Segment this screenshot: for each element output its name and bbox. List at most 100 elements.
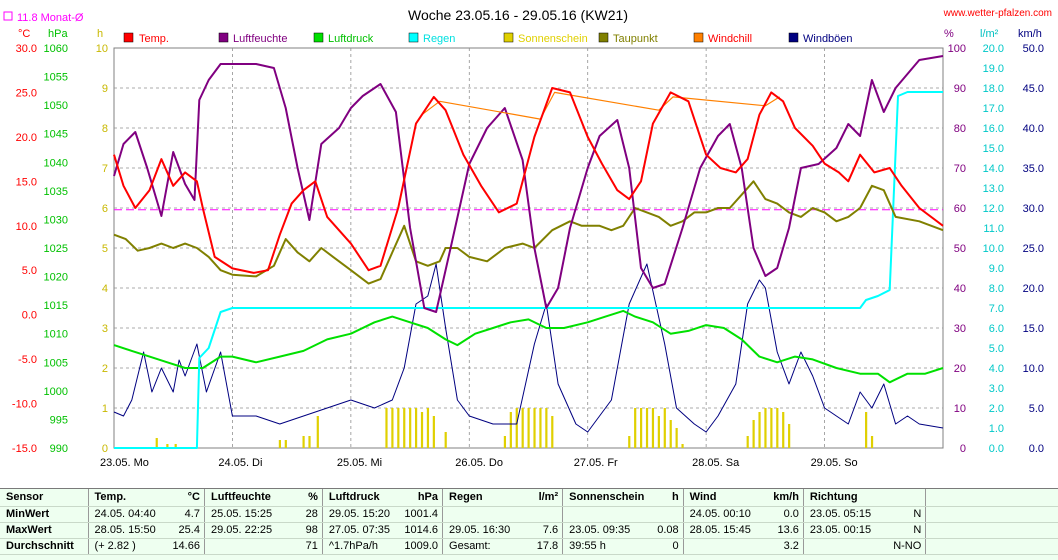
- stats-header-sensor: Sensor: [0, 489, 89, 507]
- sunshine-tick-label: 7: [102, 163, 108, 175]
- stats-cell: ^1.7hPa/h: [322, 538, 405, 555]
- chart-svg: Woche 23.05.16 - 29.05.16 (KW21) www.wet…: [3, 7, 1052, 469]
- stats-filler: [925, 489, 1058, 507]
- stats-cell: 27.05. 07:35: [322, 522, 405, 539]
- pressure-tick-label: 1055: [44, 72, 68, 84]
- stats-cell: 0.0: [769, 506, 804, 523]
- stats-header-press: Luftdruck: [322, 489, 405, 507]
- stats-header-hum-unit: %: [286, 489, 323, 507]
- rain-tick-label: 2.0: [989, 403, 1004, 415]
- x-tick-label: 26.05. Do: [455, 457, 503, 469]
- stats-header-hum: Luftfeuchte: [204, 489, 287, 507]
- wind-tick-label: 35.0: [1023, 163, 1044, 175]
- legend-pressure: Luftdruck: [328, 33, 374, 45]
- dewpoint-line: [113, 180, 944, 285]
- pressure-tick-label: 1025: [44, 243, 68, 255]
- pressure-line: [113, 309, 944, 384]
- temp-tick-label: -10.0: [12, 399, 37, 411]
- stats-header-sun-unit: h: [652, 489, 684, 507]
- sunshine-bar: [788, 424, 791, 448]
- rain-tick-label: 10.0: [983, 243, 1004, 255]
- stats-row-avg: Durchschnitt (+ 2.82 ) 14.66 71 ^1.7hPa/…: [0, 538, 1058, 555]
- unit-wind: km/h: [1018, 28, 1042, 40]
- sunshine-bar: [657, 416, 660, 448]
- humidity-tick-label: 100: [948, 43, 966, 55]
- sunshine-bar: [316, 416, 319, 448]
- stats-header-sun: Sonnenschein: [562, 489, 653, 507]
- stats-cell: 1009.0: [404, 538, 444, 555]
- legend-rain: Regen: [423, 33, 455, 45]
- rain-tick-label: 13.0: [983, 183, 1004, 195]
- rain-tick-label: 4.0: [989, 363, 1004, 375]
- stats-header-dir: Richtung: [803, 489, 894, 507]
- stats-cell: N: [893, 506, 927, 523]
- unit-humidity: %: [944, 28, 954, 40]
- stats-row-label: MinWert: [0, 506, 89, 523]
- sunshine-bar: [669, 420, 672, 448]
- stats-cell: N: [893, 522, 927, 539]
- legend-swatch-windchill: [693, 32, 704, 43]
- sunshine-bar: [409, 408, 412, 448]
- stats-header-rain: Regen: [442, 489, 529, 507]
- unit-pressure: hPa: [48, 28, 68, 40]
- stats-cell: [562, 506, 653, 523]
- sunshine-bar: [444, 432, 447, 448]
- wind-tick-label: 15.0: [1023, 323, 1044, 335]
- windchill-line: [421, 91, 780, 120]
- stats-header-wind: Wind: [683, 489, 770, 507]
- stats-cell: 28: [286, 506, 323, 523]
- sunshine-bar: [527, 408, 530, 448]
- rain-tick-label: 20.0: [983, 43, 1004, 55]
- pressure-tick-label: 990: [50, 443, 68, 455]
- stats-cell: 24.05. 00:10: [683, 506, 770, 523]
- wind-tick-label: 45.0: [1023, 83, 1044, 95]
- humidity-tick-label: 70: [954, 163, 966, 175]
- stats-cell: 7.6: [528, 522, 564, 539]
- sunshine-bar: [414, 408, 418, 448]
- rain-tick-label: 5.0: [989, 343, 1004, 355]
- sunshine-bar: [758, 412, 761, 448]
- legend-swatch-rain: [408, 32, 419, 43]
- rain-tick-label: 12.0: [983, 203, 1004, 215]
- wind-tick-label: 20.0: [1023, 283, 1044, 295]
- wind-tick-label: 5.0: [1029, 403, 1044, 415]
- chart-title: Woche 23.05.16 - 29.05.16 (KW21): [408, 7, 628, 23]
- wind-tick-label: 0.0: [1029, 443, 1044, 455]
- pressure-tick-label: 1050: [44, 100, 68, 112]
- sunshine-bar: [746, 436, 749, 448]
- pressure-tick-label: 1030: [44, 214, 68, 226]
- stats-cell: [204, 538, 287, 555]
- sunshine-tick-label: 6: [102, 203, 108, 215]
- sunshine-bar: [645, 408, 649, 448]
- rain-tick-label: 18.0: [983, 83, 1004, 95]
- sunshine-tick-label: 5: [102, 243, 108, 255]
- stats-cell: [683, 538, 770, 555]
- stats-cell: 71: [286, 538, 323, 555]
- stats-cell: 23.05. 00:15: [803, 522, 894, 539]
- stats-cell: 23.05. 09:35: [562, 522, 653, 539]
- sunshine-tick-label: 8: [102, 123, 108, 135]
- stats-cell: 1014.6: [404, 522, 444, 539]
- stats-cell: 98: [286, 522, 323, 539]
- sunshine-bar: [651, 408, 655, 448]
- rain-line: [114, 91, 943, 449]
- sunshine-bar: [675, 428, 678, 448]
- pressure-tick-label: 1060: [44, 43, 68, 55]
- wind-tick-label: 40.0: [1023, 123, 1044, 135]
- stats-cell: 25.4: [171, 522, 205, 539]
- unit-sunshine: h: [97, 28, 103, 40]
- sunshine-bar: [776, 408, 779, 448]
- pressure-tick-label: 995: [50, 414, 68, 426]
- stats-header-wind-unit: km/h: [769, 489, 804, 507]
- humidity-tick-label: 0: [960, 443, 966, 455]
- pressure-tick-label: 1020: [44, 272, 68, 284]
- stats-cell: 4.7: [171, 506, 205, 523]
- sunshine-bar: [278, 440, 281, 448]
- stats-cell: 29.05. 16:30: [442, 522, 529, 539]
- sunshine-bar: [509, 412, 512, 448]
- month-avg-label: 11.8 Monat-Ø: [17, 12, 84, 24]
- sunshine-tick-label: 2: [102, 363, 108, 375]
- temp-tick-label: 30.0: [16, 43, 37, 55]
- sunshine-bar: [515, 408, 518, 448]
- sunshine-bar: [166, 444, 169, 448]
